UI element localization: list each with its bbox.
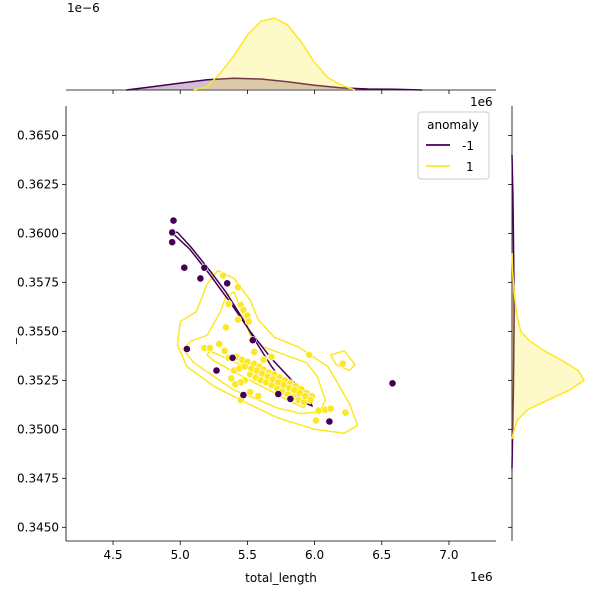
y-tick-label: 0.3525 <box>17 373 59 387</box>
top-kde-line-1 <box>193 17 356 91</box>
point-1 <box>221 323 230 332</box>
point-1 <box>301 392 310 400</box>
point-1 <box>234 283 242 292</box>
x-axis-label: total_length <box>245 571 317 585</box>
point-1 <box>246 388 254 396</box>
y-tick-label: 0.3600 <box>17 226 59 240</box>
right-marginal-kde <box>511 106 586 541</box>
point-1 <box>234 315 242 324</box>
point-1 <box>341 408 350 417</box>
point-neg1 <box>239 391 248 399</box>
point-neg1 <box>228 353 237 362</box>
right-kde-fill-1 <box>512 253 584 440</box>
point-1 <box>219 271 228 280</box>
point-neg1 <box>182 345 191 353</box>
point-1 <box>311 416 320 425</box>
point-neg1 <box>180 263 189 272</box>
point-neg1 <box>168 228 177 237</box>
x-tick-label: 6.5 <box>372 548 391 562</box>
y-tick-label: 0.3500 <box>17 422 59 436</box>
point-1 <box>338 359 347 368</box>
point-neg1 <box>286 394 295 403</box>
point-neg1 <box>248 336 257 345</box>
point-neg1 <box>212 366 221 375</box>
point-1 <box>314 406 323 415</box>
y-tick-label: 0.3475 <box>17 471 59 485</box>
y-tick-label: 0.3625 <box>17 177 59 191</box>
y-tick-label: 0.3550 <box>17 324 59 338</box>
point-1 <box>267 352 276 361</box>
x-tick-label: 7.0 <box>439 548 458 562</box>
y-tick-label: 0.3650 <box>17 128 59 142</box>
legend-label-1: 1 <box>466 160 474 174</box>
x-offset-label: 1e6 <box>470 570 493 584</box>
contour-neg1 <box>168 230 314 408</box>
right-kde-line-neg1 <box>511 154 515 469</box>
kde-contours <box>168 230 359 434</box>
y-tick-label: 0.3450 <box>17 520 59 534</box>
point-neg1 <box>169 216 178 225</box>
contour-1 <box>181 291 327 415</box>
contour-1 <box>176 269 359 434</box>
top-kde-line-neg1 <box>126 77 423 91</box>
point-1 <box>224 299 233 308</box>
scatter-points <box>168 216 397 426</box>
legend: anomaly -1 1 <box>417 111 490 180</box>
y-tick-label: 0.3575 <box>17 275 59 289</box>
right-kde-line-1 <box>511 252 586 440</box>
point-1 <box>259 355 268 364</box>
point-1 <box>231 380 240 389</box>
legend-frame <box>417 111 490 180</box>
point-1 <box>220 346 229 355</box>
x-tick-label: 5.0 <box>171 548 190 562</box>
legend-title: anomaly <box>427 118 479 132</box>
point-1 <box>215 340 224 348</box>
point-neg1 <box>274 390 283 398</box>
contour-1 <box>329 350 356 372</box>
point-neg1 <box>325 417 334 426</box>
x-tick-label: 6.0 <box>305 548 324 562</box>
point-1 <box>205 344 214 352</box>
point-1 <box>254 392 263 400</box>
top-kde-fill-1 <box>193 18 355 90</box>
point-1 <box>306 395 315 404</box>
point-neg1 <box>223 279 232 288</box>
point-neg1 <box>200 263 209 272</box>
point-1 <box>227 374 236 383</box>
point-1 <box>305 350 314 359</box>
legend-label-neg1: -1 <box>462 139 474 153</box>
top-marginal-offset-label: 1e−6 <box>67 1 100 15</box>
point-neg1 <box>168 238 177 247</box>
point-1 <box>240 362 249 371</box>
y-axis-label: _ <box>3 337 17 345</box>
top-marginal-kde <box>66 17 496 91</box>
point-1 <box>239 305 248 314</box>
point-1 <box>326 404 335 413</box>
x-tick-label: 4.5 <box>103 548 122 562</box>
main-axes: 4.5 5.0 5.5 6.0 6.5 7.0 0.3450 0.3475 0.3500 0.35… <box>17 90 512 562</box>
x-tick-label: 5.5 <box>238 548 257 562</box>
point-neg1 <box>196 274 205 283</box>
point-neg1 <box>388 379 397 388</box>
point-1 <box>244 317 253 326</box>
y-offset-label: 1e6 <box>470 95 493 109</box>
right-kde-fill-neg1 <box>512 155 515 469</box>
point-1 <box>250 347 258 356</box>
